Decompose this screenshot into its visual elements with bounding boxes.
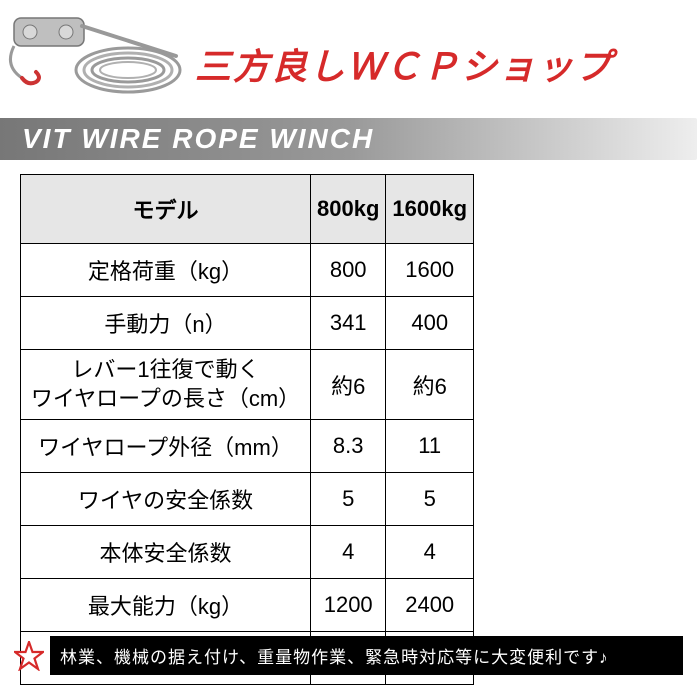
row-value-1600: 約6 bbox=[386, 350, 474, 420]
shop-title-text: 三方良しＷＣＰショップ bbox=[195, 46, 613, 87]
table-row: ワイヤの安全係数55 bbox=[21, 473, 474, 526]
row-value-800: 4 bbox=[311, 526, 386, 579]
header-area: 三方良しＷＣＰショップ bbox=[0, 0, 697, 118]
row-value-800: 1200 bbox=[311, 579, 386, 632]
table-header-row: モデル 800kg 1600kg bbox=[21, 175, 474, 244]
spec-table: モデル 800kg 1600kg 定格荷重（kg）8001600手動力（n）34… bbox=[20, 174, 474, 685]
banner-text: VIT WIRE ROPE WINCH bbox=[22, 123, 374, 155]
row-value-1600: 4 bbox=[386, 526, 474, 579]
row-value-800: 5 bbox=[311, 473, 386, 526]
product-illustration bbox=[8, 8, 188, 98]
row-label: 最大能力（kg） bbox=[21, 579, 311, 632]
table-row: 定格荷重（kg）8001600 bbox=[21, 244, 474, 297]
row-value-800: 341 bbox=[311, 297, 386, 350]
row-value-1600: 400 bbox=[386, 297, 474, 350]
footer-text: 林業、機械の据え付け、重量物作業、緊急時対応等に大変便利です♪ bbox=[50, 636, 683, 675]
table-row: レバー1往復で動くワイヤロープの長さ（cm）約6約6 bbox=[21, 350, 474, 420]
row-value-800: 8.3 bbox=[311, 420, 386, 473]
product-banner: VIT WIRE ROPE WINCH bbox=[0, 118, 697, 160]
star-icon bbox=[14, 641, 44, 671]
row-label: レバー1往復で動くワイヤロープの長さ（cm） bbox=[21, 350, 311, 420]
header-model: モデル bbox=[21, 175, 311, 244]
row-value-1600: 11 bbox=[386, 420, 474, 473]
row-label: 本体安全係数 bbox=[21, 526, 311, 579]
row-value-1600: 5 bbox=[386, 473, 474, 526]
table-row: 本体安全係数44 bbox=[21, 526, 474, 579]
row-value-800: 800 bbox=[311, 244, 386, 297]
row-value-1600: 2400 bbox=[386, 579, 474, 632]
row-label: 手動力（n） bbox=[21, 297, 311, 350]
row-value-800: 約6 bbox=[311, 350, 386, 420]
footer: 林業、機械の据え付け、重量物作業、緊急時対応等に大変便利です♪ bbox=[14, 636, 683, 675]
shop-title: 三方良しＷＣＰショップ bbox=[195, 38, 613, 90]
table-row: 最大能力（kg）12002400 bbox=[21, 579, 474, 632]
row-label: 定格荷重（kg） bbox=[21, 244, 311, 297]
row-label: ワイヤの安全係数 bbox=[21, 473, 311, 526]
header-1600kg: 1600kg bbox=[386, 175, 474, 244]
table-row: ワイヤロープ外径（mm）8.311 bbox=[21, 420, 474, 473]
row-label: ワイヤロープ外径（mm） bbox=[21, 420, 311, 473]
header-800kg: 800kg bbox=[311, 175, 386, 244]
row-value-1600: 1600 bbox=[386, 244, 474, 297]
table-row: 手動力（n）341400 bbox=[21, 297, 474, 350]
